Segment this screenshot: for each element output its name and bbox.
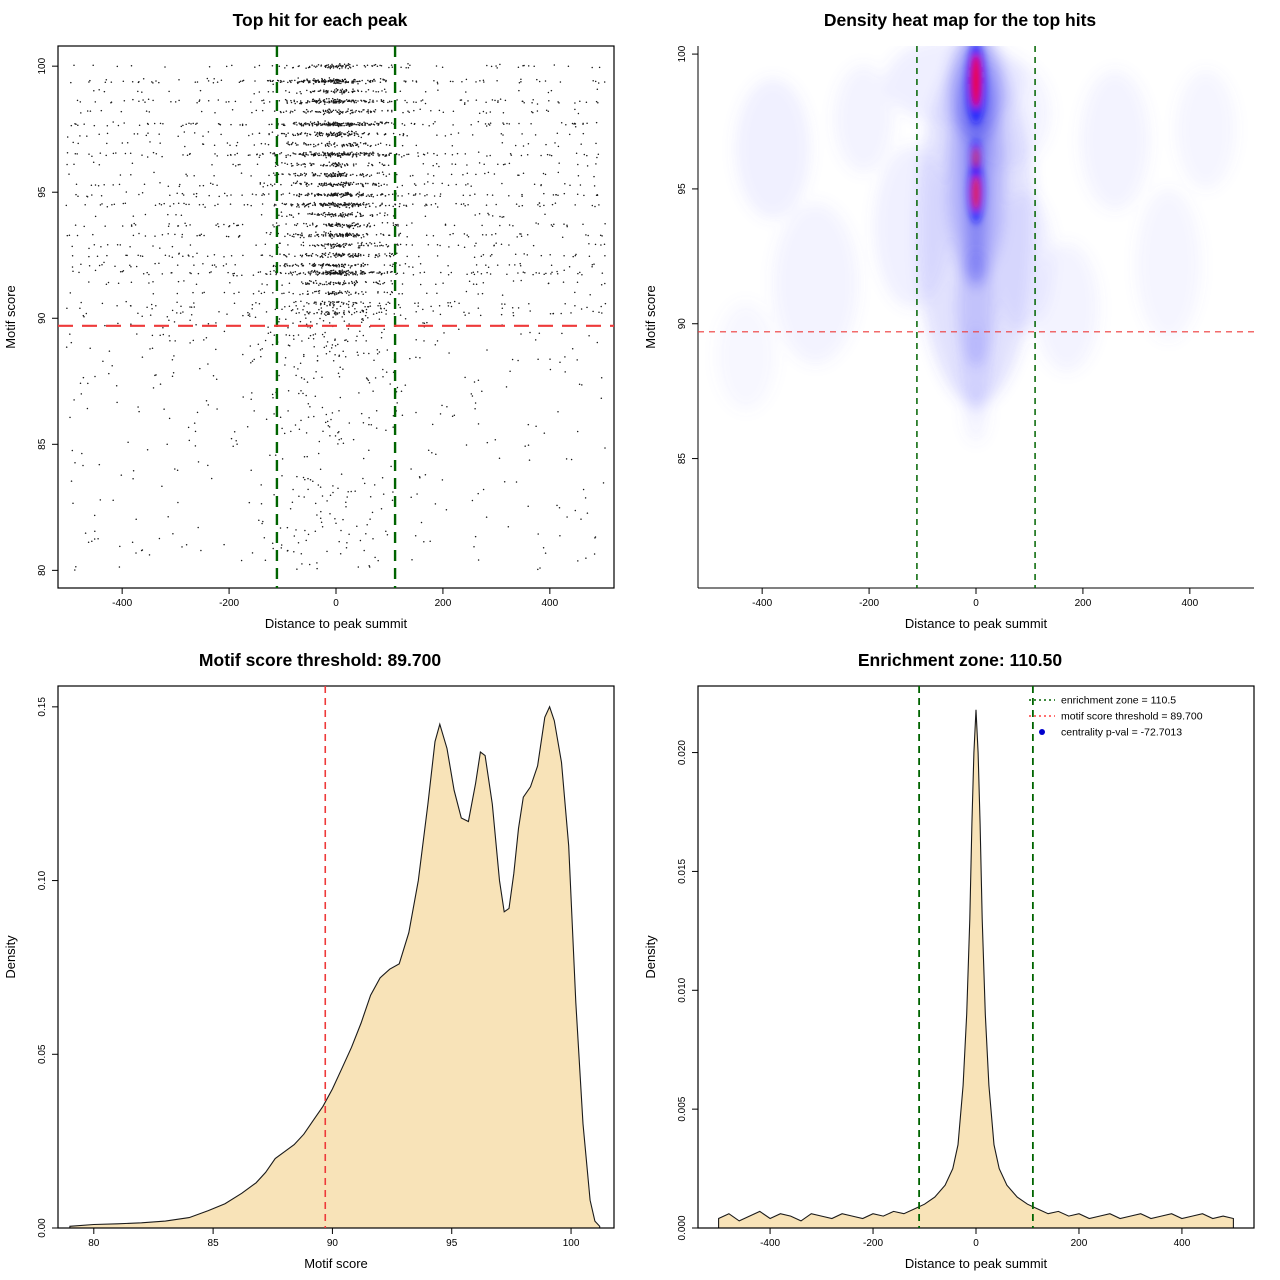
svg-text:200: 200 [435, 598, 452, 609]
svg-text:95: 95 [37, 186, 48, 198]
svg-text:85: 85 [208, 1238, 220, 1249]
svg-text:-200: -200 [219, 598, 239, 609]
svg-text:Distance to peak summit: Distance to peak summit [265, 616, 408, 631]
svg-text:200: 200 [1075, 598, 1092, 609]
svg-text:motif score threshold = 89.700: motif score threshold = 89.700 [1061, 711, 1203, 723]
svg-text:200: 200 [1071, 1238, 1088, 1249]
top-hit-scatter-plot: -400 -200 0 200 400 80 85 90 95 100 Distance to pe… [3, 45, 615, 631]
svg-text:0.020: 0.020 [677, 740, 688, 765]
svg-text:0.15: 0.15 [37, 697, 48, 717]
svg-text:80: 80 [88, 1238, 100, 1249]
svg-text:centrality p-val = -72.7013: centrality p-val = -72.7013 [1061, 727, 1182, 739]
svg-text:80: 80 [37, 564, 48, 576]
svg-text:-200: -200 [863, 1238, 883, 1249]
panel-top-hit-scatter: Top hit for each peak -400 -200 0 200 400 80 8… [0, 0, 640, 640]
svg-text:enrichment zone = 110.5: enrichment zone = 110.5 [1061, 695, 1176, 707]
panel-score-density: Motif score threshold: 89.700 80 85 90 95 10… [0, 640, 640, 1280]
svg-text:90: 90 [677, 318, 688, 330]
svg-text:-400: -400 [112, 598, 132, 609]
chart1-title: Top hit for each peak [232, 9, 408, 30]
svg-text:-400: -400 [752, 598, 772, 609]
svg-text:Motif score: Motif score [643, 285, 658, 349]
chart4-title: Enrichment zone: 110.50 [857, 649, 1063, 670]
svg-text:Distance to peak summit: Distance to peak summit [905, 616, 1048, 631]
svg-text:0: 0 [333, 598, 339, 609]
panel-distance-density: Enrichment zone: 110.50 -400 -200 0 200 400 0… [640, 640, 1280, 1280]
svg-text:0.010: 0.010 [677, 977, 688, 1002]
svg-text:Motif score: Motif score [304, 1256, 368, 1271]
motif-score-density-plot: 80 85 90 95 100 0.00 0.05 0.10 0.15 Motif score De… [3, 685, 615, 1271]
svg-text:0.00: 0.00 [37, 1218, 48, 1238]
chart3-title: Motif score threshold: 89.700 [198, 649, 442, 670]
chart2-title: Density heat map for the top hits [823, 9, 1097, 30]
svg-text:0: 0 [973, 1238, 979, 1249]
svg-text:0.005: 0.005 [677, 1096, 688, 1121]
svg-text:400: 400 [1174, 1238, 1191, 1249]
enrichment-zone-density-plot: -400 -200 0 200 400 0.000 0.005 0.010 0.015 0.020… [643, 685, 1255, 1271]
svg-text:400: 400 [542, 598, 559, 609]
svg-text:Density: Density [3, 935, 18, 979]
svg-text:400: 400 [1182, 598, 1199, 609]
svg-text:0: 0 [973, 598, 979, 609]
svg-text:100: 100 [563, 1238, 580, 1249]
svg-text:-400: -400 [760, 1238, 780, 1249]
svg-text:85: 85 [677, 453, 688, 465]
svg-text:100: 100 [677, 45, 688, 62]
svg-text:Distance to peak summit: Distance to peak summit [905, 1256, 1048, 1271]
density-heatmap-plot: -400 -200 0 200 400 85 90 95 100 Distance to peak… [643, 45, 1254, 631]
svg-text:100: 100 [37, 57, 48, 74]
panel-density-heatmap: Density heat map for the top hits -400 -2… [640, 0, 1280, 640]
svg-text:0.05: 0.05 [37, 1044, 48, 1064]
svg-text:Density: Density [643, 935, 658, 979]
svg-text:0.015: 0.015 [677, 858, 688, 883]
svg-text:0.000: 0.000 [677, 1215, 688, 1240]
svg-text:0.10: 0.10 [37, 870, 48, 890]
svg-text:90: 90 [37, 312, 48, 324]
svg-text:90: 90 [327, 1238, 339, 1249]
svg-text:95: 95 [446, 1238, 458, 1249]
svg-text:95: 95 [677, 183, 688, 195]
svg-text:-200: -200 [859, 598, 879, 609]
svg-text:85: 85 [37, 438, 48, 450]
svg-text:Motif score: Motif score [3, 285, 18, 349]
